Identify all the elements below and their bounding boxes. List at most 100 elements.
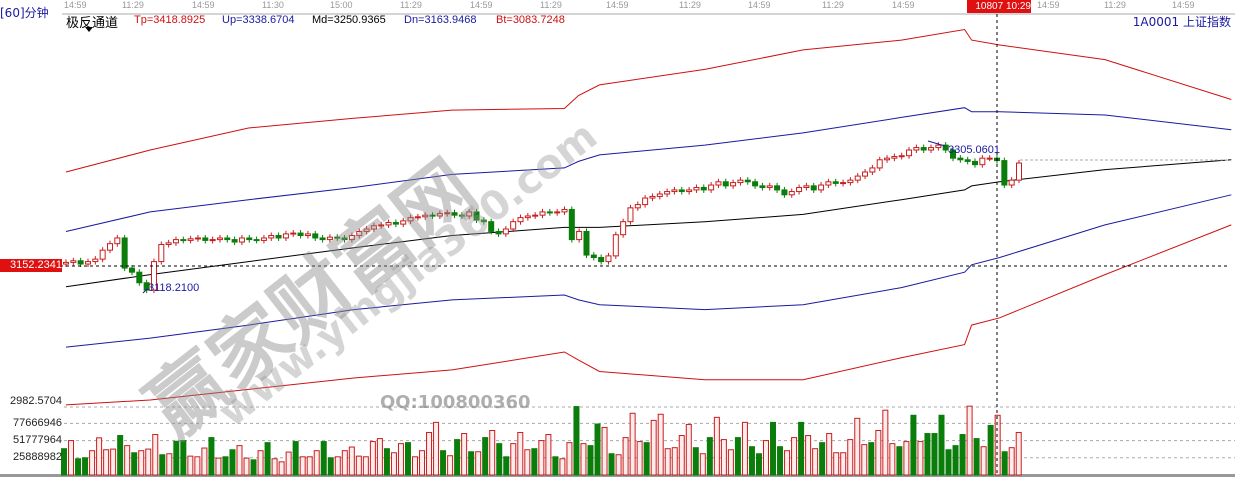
volume-bar (819, 442, 826, 476)
volume-bar (524, 449, 531, 476)
candle-body (238, 237, 245, 243)
candle-body (429, 214, 436, 217)
param-up: Up=3338.6704 (222, 14, 295, 26)
candle-body (70, 260, 77, 263)
candle-body (510, 221, 517, 230)
candle-body (634, 204, 641, 209)
candle-body (106, 243, 113, 251)
time-tick-label: 14:59 (64, 0, 87, 10)
volume-bar (496, 443, 503, 476)
volume-bar (875, 429, 882, 476)
candle-body (730, 182, 737, 187)
band-line-tp (65, 28, 1232, 173)
candle-body (341, 237, 348, 241)
period-label[interactable]: [60]分钟 (0, 6, 49, 20)
volume-bar (278, 461, 285, 476)
candle-body (796, 186, 803, 193)
candle-body (671, 189, 678, 193)
candle-body (693, 186, 700, 191)
volume-bar (1015, 431, 1022, 476)
candle-body (297, 232, 304, 237)
candle-body (832, 181, 839, 184)
volume-bar (741, 421, 748, 476)
indicator-selector[interactable]: 极反通道 (66, 16, 119, 31)
volume-bar (833, 452, 840, 476)
candle-body (788, 191, 795, 196)
candle-body (583, 230, 590, 256)
candle-body (627, 207, 634, 223)
candle-body (642, 197, 649, 206)
volume-bar (292, 441, 299, 476)
candle-body (407, 217, 414, 222)
candle-body (686, 189, 693, 193)
candle-body (986, 157, 993, 160)
volume-bar (397, 443, 404, 476)
candle-body (524, 215, 531, 219)
param-bt: Bt=3083.7248 (496, 14, 565, 26)
volume-bar (461, 433, 468, 476)
candle-body (275, 235, 282, 239)
volume-bar (650, 419, 657, 476)
time-tick-label: 11:29 (540, 0, 562, 10)
time-tick-label: 14:59 (1172, 0, 1195, 10)
volume-bar (285, 451, 292, 476)
volume-bar (103, 449, 110, 476)
candle-body (99, 249, 106, 260)
volume-bar (812, 448, 819, 476)
candle-body (216, 237, 223, 241)
cursor-time-label: 10807 10:29 (967, 0, 1031, 13)
volume-bar (124, 445, 131, 476)
candle-body (964, 159, 971, 162)
volume-bar (489, 429, 496, 476)
volume-bar (748, 446, 755, 476)
candle-body (891, 156, 898, 159)
candle-body (172, 239, 179, 244)
volume-bar (440, 450, 447, 476)
volume-bar (299, 456, 306, 476)
volume-bar (896, 446, 903, 476)
volume-bar (369, 441, 376, 476)
volume-bar (271, 458, 278, 476)
candle-body (942, 144, 949, 151)
volume-bar (938, 414, 945, 476)
volume-bar (622, 437, 629, 476)
candle-body (246, 237, 253, 241)
time-tick-label: 11:29 (122, 0, 144, 10)
volume-bar (952, 445, 959, 476)
candle-body (803, 185, 810, 188)
volume-bar (545, 434, 552, 476)
volume-bar (755, 453, 762, 476)
volume-bar (994, 414, 1001, 476)
candle-body (466, 211, 473, 217)
candle-body (898, 155, 905, 158)
candle-body (92, 258, 99, 263)
candle-body (165, 242, 172, 245)
candle-body (128, 267, 135, 273)
candle-body (400, 220, 407, 225)
dropdown-triangle-icon[interactable] (85, 27, 93, 32)
volume-bar (784, 450, 791, 476)
volume-bar (973, 438, 980, 476)
volume-bar (573, 406, 580, 476)
candle-body (598, 257, 605, 263)
candle-body (451, 212, 458, 216)
candle-body (84, 261, 91, 265)
candle-body (194, 237, 201, 240)
volume-bar (770, 421, 777, 476)
time-tick-label: 14:59 (470, 0, 493, 10)
volume-bar (678, 435, 685, 476)
candle-body (620, 221, 627, 236)
volume-bar (734, 437, 741, 476)
candle-body (187, 238, 194, 241)
candle-body (480, 219, 487, 223)
volume-bar (510, 443, 517, 476)
volume-bar (959, 434, 966, 476)
time-tick-label: 11:29 (400, 0, 422, 10)
candle-body (847, 179, 854, 184)
candle-body (840, 182, 847, 185)
candle-body (605, 255, 612, 263)
volume-bar (110, 448, 117, 476)
volume-bar (454, 439, 461, 476)
candle-body (972, 160, 979, 166)
